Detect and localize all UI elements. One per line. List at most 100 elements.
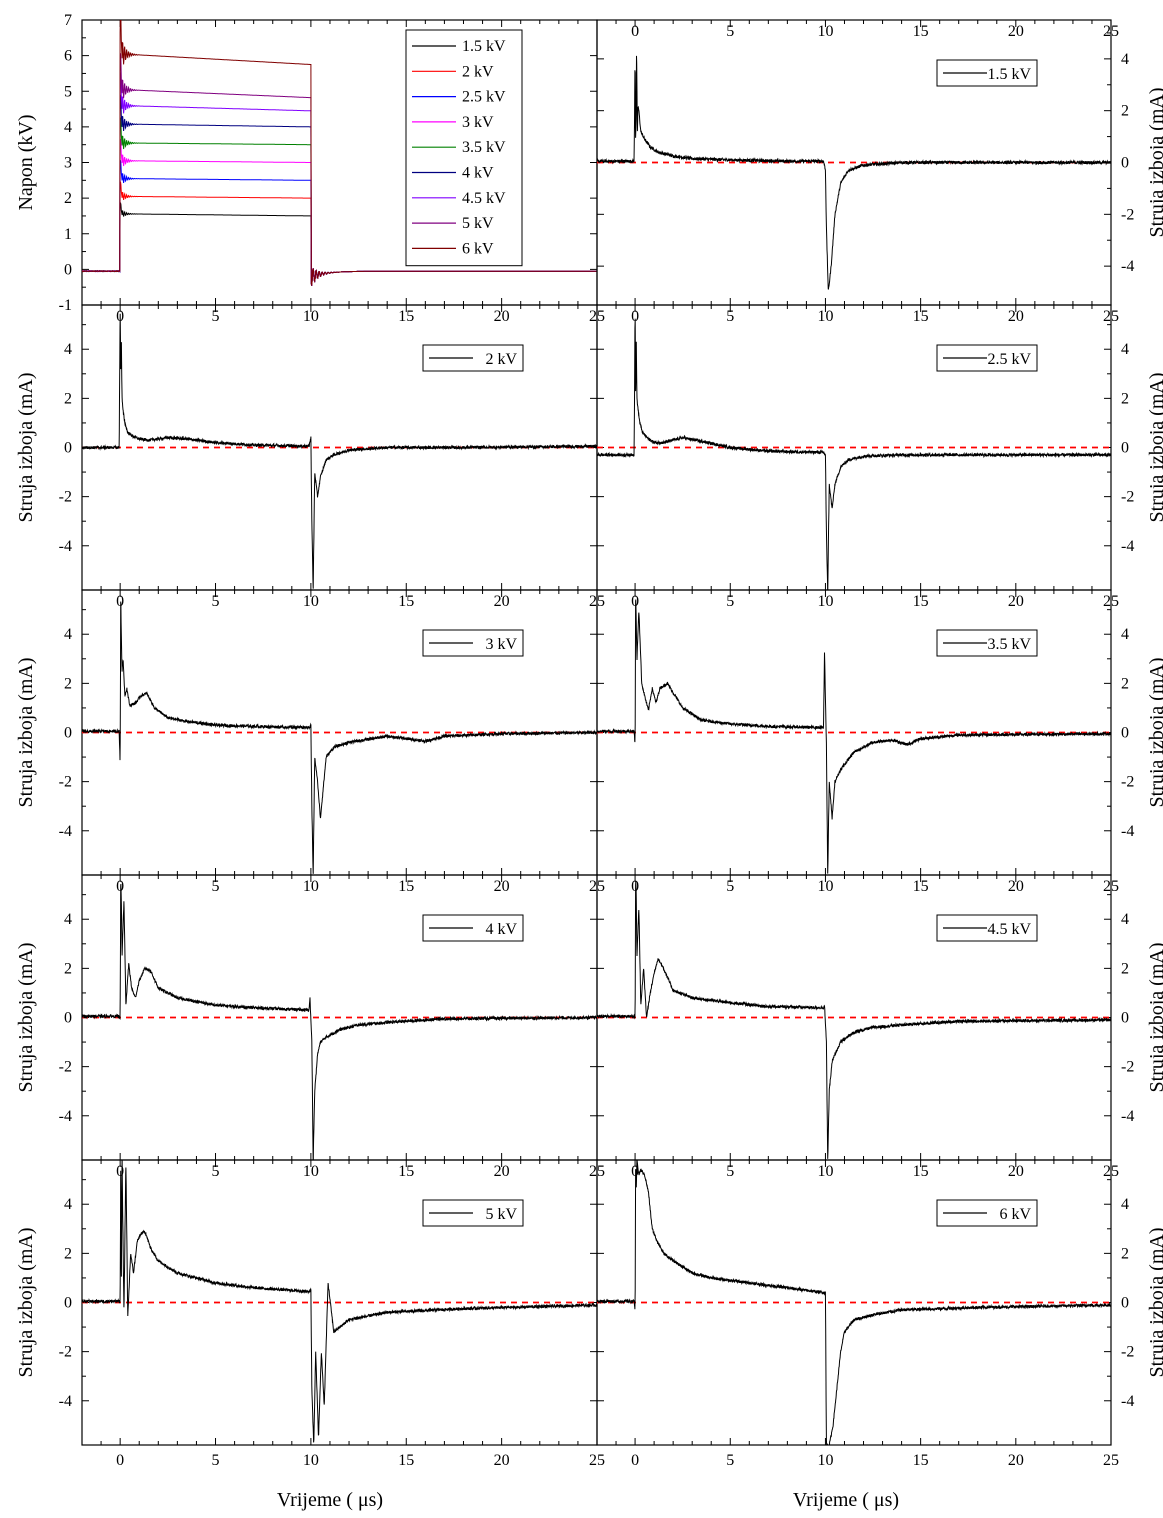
panel-current-4.5kV: 0 5 10 15 20 25 -4 -2 0 2 4 Struja izboja (mA) 4.5 k… (596, 874, 1163, 1161)
legend-label: 5 kV (485, 1206, 517, 1223)
x-tick-label: 20 (1008, 1452, 1024, 1469)
legend-box (405, 29, 523, 267)
y-tick-label: 6 (64, 48, 72, 65)
y-tick-label: 0 (1121, 440, 1129, 457)
plot-area (597, 318, 1111, 590)
plot-area (82, 1160, 597, 1443)
y-tick-label: 2 (1121, 960, 1129, 977)
legend-label: 4.5 kV (987, 921, 1031, 938)
x-tick-label-top: 15 (913, 878, 929, 895)
x-tick-label-top: 15 (398, 593, 414, 610)
legend-label: 5 kV (462, 215, 494, 232)
plot-area (597, 1160, 1111, 1445)
y-tick-label: -2 (59, 774, 72, 791)
x-tick-label-top: 10 (303, 878, 319, 895)
y-tick-label: 0 (1121, 1295, 1129, 1312)
panel-voltage: -1 0 1 2 3 4 5 6 7 Napon (kV) 1.5 kV 2 kV 2.5 kV 3 kV… (15, 12, 598, 314)
y-tick-label: 2 (1121, 103, 1129, 120)
y-tick-label: 3 (64, 155, 72, 172)
x-tick-label-top: 25 (1103, 878, 1119, 895)
x-tick-label-top: 5 (212, 878, 220, 895)
y-tick-label: 5 (64, 83, 72, 100)
y-tick-label: 4 (1121, 1196, 1129, 1213)
legend-label: 4 kV (462, 165, 494, 182)
x-tick-label-top: 25 (1103, 23, 1119, 40)
legend-label: 2 kV (462, 63, 494, 80)
y-tick-label: 4 (64, 1196, 72, 1213)
y-axis-title: Struja izboja (mA) (1146, 373, 1163, 523)
y-tick-label: -2 (1121, 206, 1134, 223)
y-tick-label: -4 (1121, 823, 1134, 840)
y-tick-label: -4 (1121, 1108, 1134, 1125)
y-tick-label: 4 (64, 119, 72, 136)
x-tick-label: 10 (303, 1452, 319, 1469)
plot-area (82, 20, 597, 286)
y-tick-label: 7 (64, 12, 72, 29)
y-tick-label: -2 (1121, 1344, 1134, 1361)
y-tick-label: 0 (1121, 725, 1129, 742)
x-tick-label-top: 15 (398, 878, 414, 895)
y-tick-label: -2 (1121, 774, 1134, 791)
current-trace (597, 318, 1111, 590)
x-tick-label-top: 5 (212, 308, 220, 325)
x-tick-label: 10 (817, 1452, 833, 1469)
legend-label: 3.5 kV (462, 139, 506, 156)
y-tick-label: 4 (64, 626, 72, 643)
x-tick-label-top: 0 (631, 23, 639, 40)
x-tick-label-top: 20 (494, 308, 510, 325)
plot-area (597, 881, 1111, 1159)
x-tick-label-top: 5 (726, 878, 734, 895)
x-tick-label-top: 15 (398, 308, 414, 325)
y-tick-label: 0 (64, 440, 72, 457)
x-tick-label-top: 10 (817, 23, 833, 40)
panel-current-3.5kV: 0 5 10 15 20 25 -4 -2 0 2 4 Struja izboja (mA) 3.5 k… (596, 589, 1163, 876)
x-tick-label-top: 20 (1008, 23, 1024, 40)
y-tick-label: -4 (1121, 538, 1134, 555)
y-axis-title: Struja izboja (mA) (1146, 658, 1163, 808)
legend-label: 3 kV (462, 114, 494, 131)
legend-label: 6 kV (462, 240, 494, 257)
y-tick-label: 4 (64, 911, 72, 928)
y-tick-label: 4 (1121, 51, 1129, 68)
x-tick-label-top: 15 (913, 23, 929, 40)
x-tick-label-top: 5 (726, 593, 734, 610)
plot-area (82, 601, 597, 874)
y-tick-label: -4 (1121, 1393, 1134, 1410)
x-tick-label-top: 15 (913, 593, 929, 610)
x-tick-label: 15 (913, 1452, 929, 1469)
x-tick-label-top: 10 (817, 1163, 833, 1180)
x-tick-label-top: 10 (817, 878, 833, 895)
current-trace (597, 55, 1111, 290)
y-tick-label: 0 (64, 725, 72, 742)
x-tick-label-top: 20 (1008, 878, 1024, 895)
current-trace (82, 601, 597, 874)
current-trace (597, 599, 1111, 874)
y-tick-label: 2 (64, 960, 72, 977)
y-tick-label: 0 (64, 1010, 72, 1027)
legend-label: 1.5 kV (462, 38, 506, 55)
y-tick-label: 0 (1121, 1010, 1129, 1027)
x-tick-label-top: 5 (726, 1163, 734, 1180)
y-tick-label: 0 (64, 261, 72, 278)
x-tick-label: 25 (1103, 1452, 1119, 1469)
y-tick-label: 4 (1121, 341, 1129, 358)
x-tick-label-top: 15 (398, 1163, 414, 1180)
x-tick-label-top: 0 (116, 593, 124, 610)
x-tick-label-top: 20 (494, 593, 510, 610)
panel-current-1.5kV: 0 5 10 15 20 25 -4 -2 0 2 4 Struja izboja (mA) 1.5 k… (596, 19, 1163, 306)
y-tick-label: 2 (1121, 675, 1129, 692)
y-axis-title: Napon (kV) (15, 114, 37, 210)
y-tick-label: 2 (64, 390, 72, 407)
y-axis-title: Struja izboja (mA) (1146, 88, 1163, 238)
legend-label: 2.5 kV (987, 351, 1031, 368)
legend-label: 3 kV (485, 636, 517, 653)
legend-label: 4.5 kV (462, 190, 506, 207)
legend-label: 2 kV (485, 351, 517, 368)
x-tick-label-top: 10 (817, 593, 833, 610)
x-tick-label-top: 5 (212, 1163, 220, 1180)
x-tick-label-top: 10 (303, 308, 319, 325)
